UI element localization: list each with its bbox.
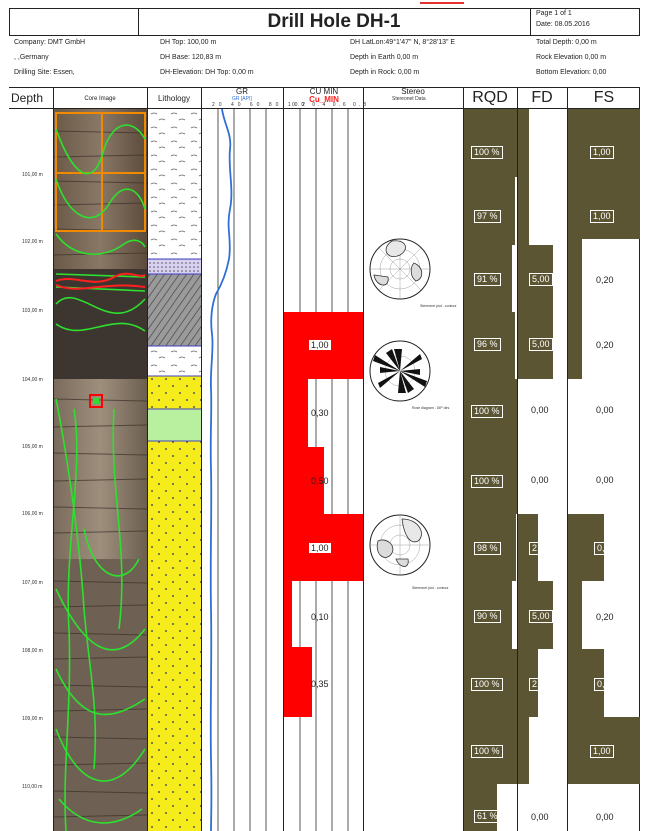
total-depth: Total Depth: 0,00 m bbox=[536, 39, 597, 46]
rqd-value-11: 61 % bbox=[474, 810, 501, 823]
rqd-value-6: 100 % bbox=[471, 475, 503, 488]
drilling-site: Drilling Site: Essen, bbox=[14, 69, 75, 76]
gr-header: GR bbox=[236, 87, 248, 96]
fs-value-1: 1,00 bbox=[590, 146, 614, 159]
rqd-value-7: 98 % bbox=[474, 542, 501, 555]
dh-top: DH Top: 100,00 m bbox=[160, 39, 217, 46]
fs-value-5: 0,00 bbox=[596, 405, 614, 415]
fd-value-3: 5,00 bbox=[529, 273, 553, 286]
fd-value-8: 5,00 bbox=[529, 610, 553, 623]
page-number: Page 1 of 1 bbox=[536, 10, 572, 17]
gr-subheader: GR [API] bbox=[232, 96, 252, 102]
cu-value-3: 0,50 bbox=[311, 476, 329, 486]
rock-elevation: Rock Elevation 0,00 m bbox=[536, 54, 607, 61]
company: Company: DMT GmbH bbox=[14, 39, 86, 46]
fs-header: FS bbox=[593, 89, 615, 106]
cu-value-5: 0,10 bbox=[311, 612, 329, 622]
stereo-caption-2: Rose diagram - DIP dirs bbox=[412, 406, 450, 410]
rqd-value-8: 90 % bbox=[474, 610, 501, 623]
depth-in-earth: Depth in Earth 0,00 m bbox=[350, 54, 419, 61]
fd-value-2: 1,00 bbox=[529, 210, 553, 223]
core-image bbox=[54, 109, 147, 831]
fs-value-4: 0,20 bbox=[596, 340, 614, 350]
cu-value-6: 0,35 bbox=[311, 679, 329, 689]
fd-value-11: 0,00 bbox=[531, 812, 549, 822]
cu-tick-labels: 0.2 0.4 0.6 0.8 bbox=[292, 102, 369, 108]
stereo-subheader: Stereonet Data bbox=[392, 96, 426, 102]
fd-value-4: 5,00 bbox=[529, 338, 553, 351]
depth-column-header: Depth bbox=[11, 91, 44, 105]
rqd-header: RQD bbox=[472, 89, 508, 106]
fd-value-6: 0,00 bbox=[531, 475, 549, 485]
fd-value-5: 0,00 bbox=[531, 405, 549, 415]
gr-log bbox=[209, 109, 267, 831]
fs-value-2: 1,00 bbox=[590, 210, 614, 223]
fs-value-11: 0,00 bbox=[596, 812, 614, 822]
cu-min-log bbox=[284, 109, 363, 831]
drill-hole-title: Drill Hole DH-1 bbox=[267, 11, 401, 32]
depth-in-rock: Depth in Rock: 0,00 m bbox=[350, 69, 420, 76]
dh-base: DH Base: 120,83 m bbox=[160, 54, 222, 61]
rqd-value-4: 96 % bbox=[474, 338, 501, 351]
gr-tick-labels: 20 40 60 80 100 bbox=[212, 102, 309, 108]
rqd-value-1: 100 % bbox=[471, 146, 503, 159]
fs-value-8: 0,20 bbox=[596, 612, 614, 622]
fd-value-10: 1,00 bbox=[529, 745, 553, 758]
rqd-fd-fs-bars bbox=[464, 109, 640, 831]
fd-value-9: 2,00 bbox=[529, 678, 553, 691]
cu-min-subheader: Cu_MIN bbox=[309, 95, 339, 104]
fs-value-10: 1,00 bbox=[590, 745, 614, 758]
fs-value-7: 0,50 bbox=[594, 542, 618, 555]
lithology-column bbox=[148, 109, 201, 831]
country: , ,Germany bbox=[14, 54, 49, 61]
stereo-header: Stereo bbox=[401, 87, 425, 96]
dh-latlon: DH LatLon:49°1'47" N, 8°28'13" E bbox=[350, 39, 456, 46]
cu-min-header: CU MIN bbox=[309, 87, 339, 96]
report-date: Date: 08.05.2016 bbox=[536, 21, 590, 28]
cu-value-4: 1,00 bbox=[309, 543, 331, 553]
fs-value-3: 0,20 bbox=[596, 275, 614, 285]
bottom-elevation: Bottom Elevation: 0,00 bbox=[536, 69, 607, 76]
stereo-caption-3: Stereonet plot - contour bbox=[412, 586, 449, 590]
fs-value-6: 0,00 bbox=[596, 475, 614, 485]
rqd-value-3: 91 % bbox=[474, 273, 501, 286]
fd-value-7: 2,00 bbox=[529, 542, 553, 555]
dh-elevation: DH-Elevation: DH Top: 0,00 m bbox=[160, 69, 254, 76]
rqd-value-2: 97 % bbox=[474, 210, 501, 223]
rqd-value-5: 100 % bbox=[471, 405, 503, 418]
lithology-header: Lithology bbox=[157, 94, 191, 103]
stereo-caption-1: Stereonet plot - contour bbox=[420, 304, 457, 308]
cu-value-1: 1,00 bbox=[309, 340, 331, 350]
core-image-header: Core Image bbox=[84, 96, 116, 102]
fs-value-9: 0,50 bbox=[594, 678, 618, 691]
fd-value-1: 1,00 bbox=[529, 146, 553, 159]
rqd-value-10: 100 % bbox=[471, 745, 503, 758]
stereo-plots: Stereonet plot - contour Rose diagram - … bbox=[369, 238, 457, 590]
fd-header: FD bbox=[531, 89, 553, 106]
cu-value-2: 0,30 bbox=[311, 408, 329, 418]
rqd-value-9: 100 % bbox=[471, 678, 503, 691]
red-marker bbox=[420, 2, 464, 4]
